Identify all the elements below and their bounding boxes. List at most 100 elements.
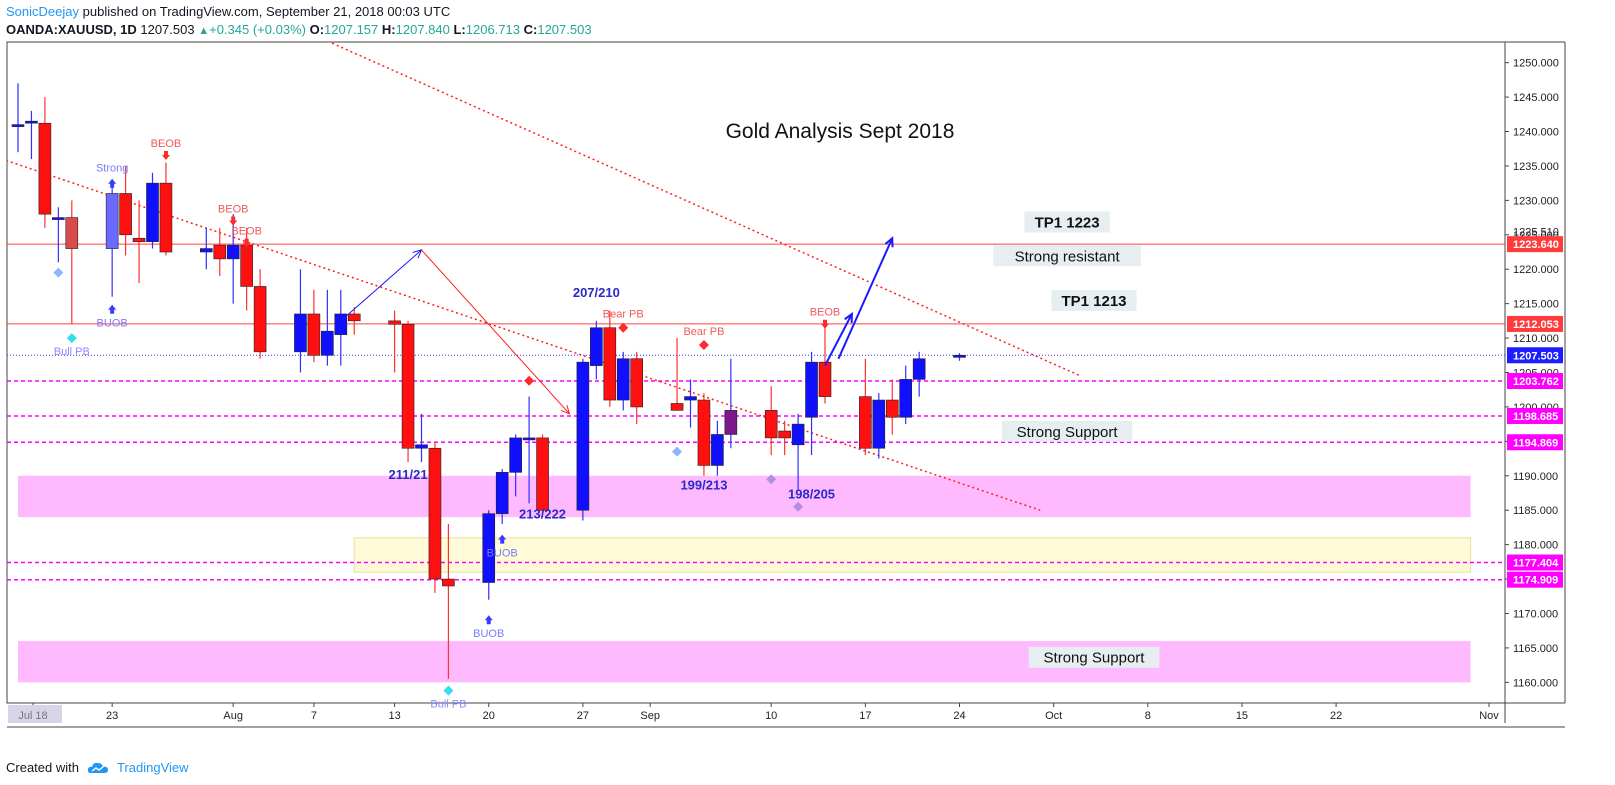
diamond-icon <box>766 474 777 485</box>
candle-2018-08-24 <box>536 437 549 511</box>
candle-2018-09-12 <box>791 423 805 446</box>
y-tick-label: 1160.000 <box>1513 677 1558 689</box>
candle-2018-08-20 <box>482 513 496 583</box>
annotation-2: TP1 1213 <box>1061 293 1126 310</box>
arrow-0 <box>340 249 422 322</box>
marker-label: BUOB <box>487 548 518 560</box>
y-tick-label: 1180.000 <box>1513 540 1558 552</box>
annotation-box-3 <box>1001 420 1133 442</box>
candle-2018-07-18 <box>38 122 52 215</box>
y-tick-label: 1210.000 <box>1513 333 1559 345</box>
candle-2018-08-27 <box>576 361 590 511</box>
candle-2018-07-26 <box>146 182 159 242</box>
candle-2018-08-13 <box>388 320 401 325</box>
open-label: O: <box>309 22 325 37</box>
annotation-7: 213/222 <box>519 506 566 521</box>
marker-label: BEOB <box>218 203 249 215</box>
marker-label: Bear PB <box>603 309 644 321</box>
marker-label: BEOB <box>810 307 841 319</box>
candle-2018-09-04 <box>684 396 697 401</box>
y-tick-label: 1230.000 <box>1513 195 1559 207</box>
annotation-4: Strong Support <box>1044 650 1146 667</box>
x-tick-label: 22 <box>1330 710 1342 722</box>
footer: Created with TradingView <box>6 760 189 775</box>
x-tick-label: 7 <box>311 710 317 722</box>
diamond-icon <box>524 375 535 386</box>
zone-pink-0 <box>18 475 1471 518</box>
diamond-icon <box>672 446 683 457</box>
price-tag-0: 1225.510 <box>1513 226 1559 238</box>
y-tick-label: 1240.000 <box>1513 127 1559 139</box>
price-tag-bg-2 <box>1507 315 1563 332</box>
arrow-down-icon <box>161 151 170 161</box>
price-tag-bg-3 <box>1507 347 1563 364</box>
arrow-head-3 <box>884 236 894 248</box>
annotation-0: TP1 1223 <box>1035 215 1100 232</box>
price-tag-1: 1223.640 <box>1513 239 1559 251</box>
publish-info: SonicDeejay published on TradingView.com… <box>6 4 450 19</box>
candle-2018-09-03 <box>670 403 684 411</box>
candle-2018-07-16 <box>11 124 25 127</box>
created-with-text: Created with <box>6 760 79 775</box>
candle-2018-07-23 <box>105 193 119 249</box>
price-tag-7: 1177.404 <box>1513 558 1559 570</box>
candle-2018-08-01 <box>226 244 240 260</box>
candle-2018-09-17 <box>859 396 872 449</box>
change-up-icon: ▲ <box>198 25 210 37</box>
diamond-icon <box>698 339 709 350</box>
annotation-box-1 <box>993 245 1141 267</box>
symbol-label: OANDA:XAUUSD, 1D <box>6 22 137 37</box>
annotation-box-2 <box>1051 290 1137 312</box>
author-link[interactable]: SonicDeejay <box>6 4 79 19</box>
chart-title: Gold Analysis Sept 2018 <box>726 120 955 143</box>
diamond-icon <box>53 267 64 278</box>
candle-2018-07-31 <box>213 244 227 260</box>
arrow-up-icon <box>108 178 117 188</box>
candle-2018-08-14 <box>401 324 415 449</box>
y-tick-label: 1245.000 <box>1513 92 1559 104</box>
marker-label: BEOB <box>151 138 182 150</box>
x-tick-label: 10 <box>765 710 777 722</box>
annotation-1: Strong resistant <box>1015 248 1121 265</box>
candle-2018-08-31 <box>630 358 644 408</box>
y-tick-label: 1185.000 <box>1513 505 1558 517</box>
candle-2018-09-13 <box>805 361 818 418</box>
candle-2018-08-15 <box>415 444 428 449</box>
marker-label: Bull PB <box>430 699 466 711</box>
arrow-2 <box>824 313 853 367</box>
low-value: 1206.713 <box>465 22 520 37</box>
candle-2018-08-02 <box>240 244 253 287</box>
plot-frame <box>6 41 1506 704</box>
candle-2018-08-08 <box>321 330 334 356</box>
diamond-icon <box>66 333 77 344</box>
annotation-box-4 <box>1028 646 1160 668</box>
candle-2018-09-21 <box>912 358 926 380</box>
x-tick-label: Aug <box>223 710 243 722</box>
marker-label: BEOB <box>231 225 262 237</box>
candle-2018-07-17 <box>25 120 38 124</box>
candle-2018-08-16 <box>428 447 442 580</box>
x-tick-label: Oct <box>1045 710 1062 722</box>
arrow-up-icon <box>484 615 493 625</box>
candle-2018-08-29 <box>603 327 617 401</box>
annotation-6: 211/21 <box>389 467 428 482</box>
arrow-1 <box>421 249 570 415</box>
change-value: +0.345 (+0.03%) <box>209 22 306 37</box>
high-value: 1207.840 <box>395 22 450 37</box>
tradingview-link[interactable]: TradingView <box>116 760 189 775</box>
y-tick-label: 1170.000 <box>1513 608 1558 620</box>
candle-2018-07-20 <box>65 217 79 249</box>
arrow-down-icon <box>242 238 251 248</box>
candle-2018-08-23 <box>522 437 536 441</box>
marker-label: BUOB <box>97 318 128 330</box>
candle-2018-08-09 <box>334 313 348 335</box>
candle-2018-09-14 <box>818 361 832 397</box>
close-label: C: <box>523 22 538 37</box>
diamond-icon <box>618 322 629 333</box>
candle-2018-08-07 <box>307 313 321 356</box>
x-tick-label: Nov <box>1479 710 1499 722</box>
zone-yellow-2 <box>353 537 1472 573</box>
arrow-head-2 <box>844 311 853 324</box>
last-price: 1207.503 <box>140 22 195 37</box>
